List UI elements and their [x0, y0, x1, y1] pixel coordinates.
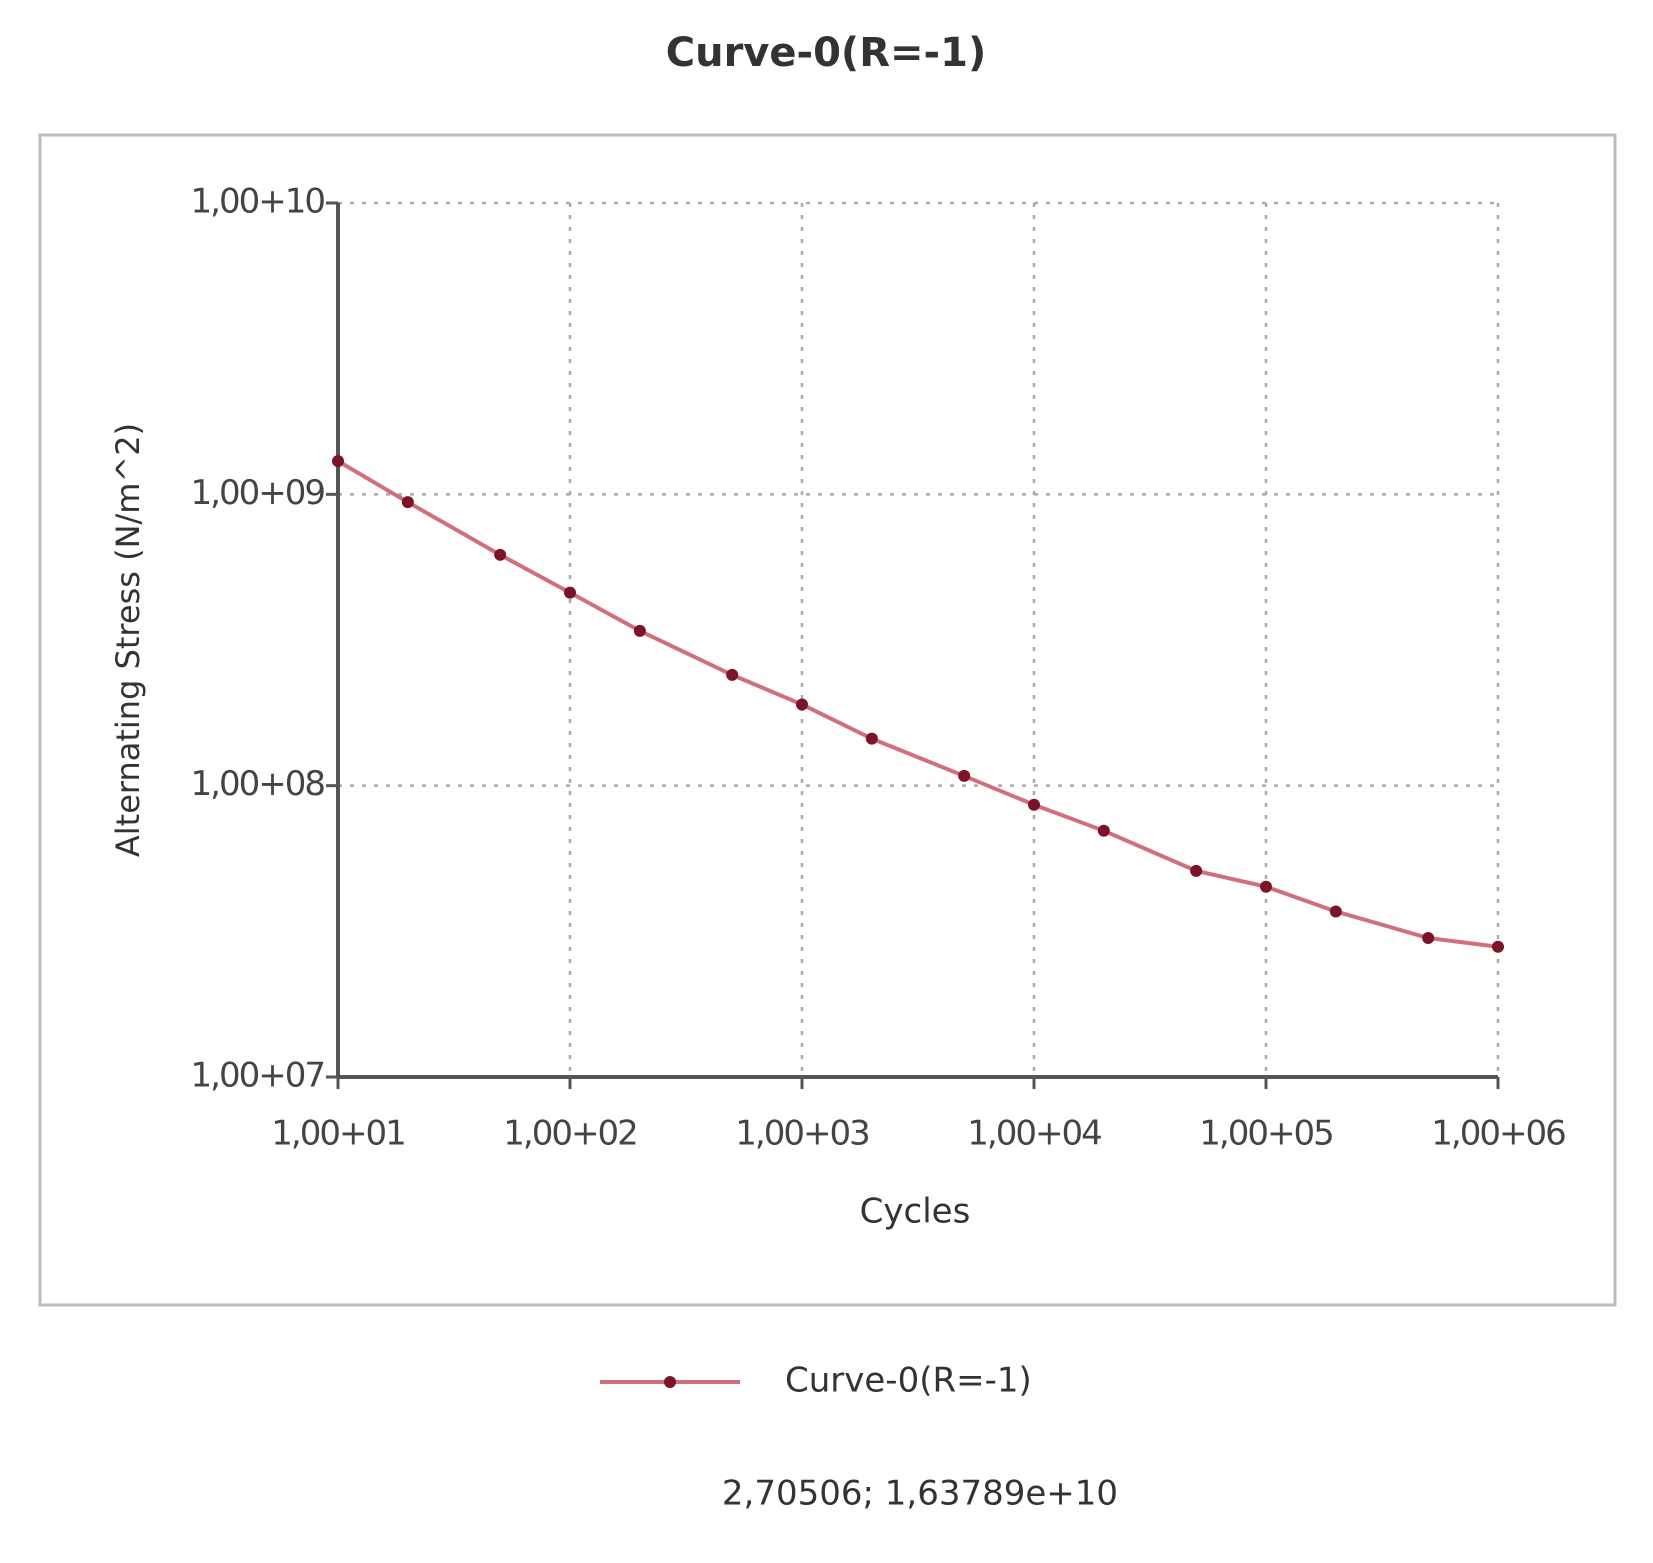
x-tick-label: 1,00+02	[503, 1114, 636, 1154]
data-point	[1028, 798, 1040, 811]
series-line	[336, 459, 1499, 949]
data-point	[332, 455, 344, 468]
data-point	[401, 496, 414, 509]
status-text: 2,70506; 1,63789e+10	[722, 1474, 1118, 1514]
y-axis-label: Alternating Stress (N/m^2)	[109, 423, 147, 857]
data-point	[796, 698, 808, 711]
data-point	[865, 732, 878, 745]
data-point	[958, 769, 971, 782]
data-point	[633, 624, 646, 637]
y-tick-label: 1,00+10	[191, 182, 325, 222]
legend-label: Curve-0(R=-1)	[785, 1361, 1032, 1401]
plot-panel	[38, 133, 1617, 1307]
data-point	[1260, 880, 1272, 893]
x-tick-label: 1,00+03	[735, 1114, 868, 1154]
y-tick-label: 1,00+09	[191, 473, 325, 513]
legend-marker	[664, 1376, 676, 1388]
y-tick-label: 1,00+08	[191, 764, 325, 804]
chart-title: Curve-0(R=-1)	[666, 30, 987, 76]
data-point	[1329, 905, 1342, 918]
x-tick-label: 1,00+01	[271, 1114, 404, 1154]
data-point	[564, 586, 576, 599]
x-axis-label: Cycles	[860, 1192, 971, 1232]
data-point	[1492, 940, 1504, 953]
data-point	[1097, 824, 1110, 837]
x-tick-label: 1,00+04	[967, 1114, 1101, 1154]
y-tick-label: 1,00+07	[191, 1056, 324, 1096]
data-point	[494, 548, 507, 561]
data-point	[1422, 931, 1435, 944]
x-tick-label: 1,00+05	[1199, 1114, 1332, 1154]
data-point	[1190, 864, 1203, 877]
data-point	[726, 668, 739, 681]
x-tick-label: 1,00+06	[1431, 1114, 1565, 1154]
